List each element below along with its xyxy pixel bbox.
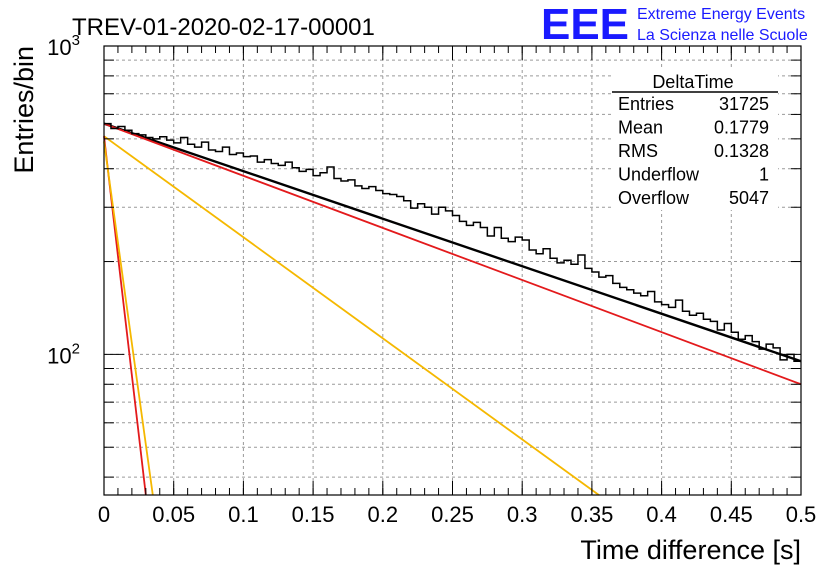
stats-box: DeltaTime Entries 31725 Mean 0.1779 RMS 0.132… — [612, 70, 778, 210]
histogram-steps — [104, 122, 801, 363]
stats-box-rows: Entries 31725 Mean 0.1779 RMS 0.1328 Underflow… — [618, 94, 769, 208]
x-tick-label: 0.15 — [292, 502, 335, 527]
x-axis-label: Time difference [s] — [580, 535, 801, 565]
curve-long-exponential — [103, 122, 802, 386]
axis-ticks — [103, 45, 802, 495]
x-tick-label: 0.5 — [786, 502, 817, 527]
eee-logo-line1: Extreme Energy Events — [637, 6, 805, 23]
x-tick-label: 0.35 — [570, 502, 613, 527]
x-tick-label: 0.3 — [507, 502, 538, 527]
x-tick-label: 0.25 — [431, 502, 474, 527]
y-tick-labels: 102 103 — [47, 32, 80, 368]
x-tick-label: 0.4 — [646, 502, 677, 527]
x-tick-label: 0.2 — [368, 502, 399, 527]
stats-value: 0.1328 — [714, 141, 769, 161]
stats-value: 1 — [759, 165, 769, 185]
x-tick-label: 0.45 — [710, 502, 753, 527]
y-tick-label: 102 — [47, 340, 80, 368]
chart-title: TREV-01-2020-02-17-00001 — [72, 14, 375, 41]
y-tick-label: 103 — [47, 32, 80, 60]
stats-box-title: DeltaTime — [652, 72, 733, 92]
x-tick-label: 0.1 — [228, 502, 259, 527]
x-tick-labels: 0 0.05 0.1 0.15 0.2 0.25 0.3 0.35 0.4 0.45 0.5 — [98, 502, 816, 527]
y-axis-label: Entries/bin — [9, 46, 39, 174]
fit-curves — [103, 122, 802, 496]
curve-medium-exponential — [103, 135, 600, 496]
stats-label: Mean — [618, 118, 663, 138]
histogram-series — [104, 122, 801, 363]
stats-label: Entries — [618, 94, 674, 114]
stats-value: 31725 — [719, 94, 769, 114]
curve-fit-total — [103, 122, 802, 363]
eee-logo-line2: La Scienza nelle Scuole — [637, 27, 808, 44]
stats-value: 5047 — [729, 188, 769, 208]
eee-logo: EEE Extreme Energy Events La Scienza nel… — [541, 0, 808, 49]
stats-value: 0.1779 — [714, 118, 769, 138]
stats-label: Underflow — [618, 165, 700, 185]
grid-lines — [104, 45, 801, 495]
x-tick-label: 0.05 — [152, 502, 195, 527]
eee-logo-mark: EEE — [541, 0, 629, 49]
curve-short-exponential-2 — [103, 141, 154, 496]
stats-label: RMS — [618, 141, 658, 161]
x-tick-label: 0 — [98, 502, 110, 527]
stats-box-background — [612, 70, 778, 210]
stats-label: Overflow — [618, 188, 690, 208]
